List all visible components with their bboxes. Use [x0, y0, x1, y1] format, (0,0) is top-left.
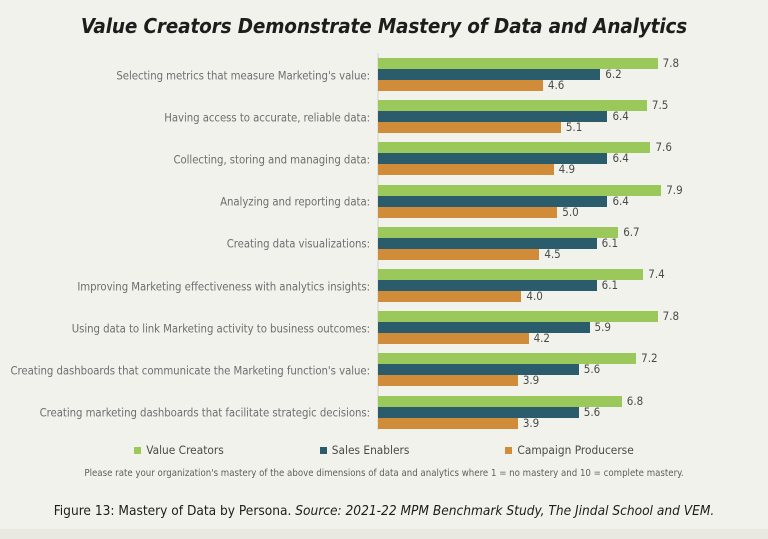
- bar-value-creators[interactable]: [378, 184, 662, 196]
- bar-value-label: 4.0: [526, 289, 543, 303]
- bar-group: Improving Marketing effectiveness with a…: [0, 264, 768, 309]
- bar-value-label: 6.4: [612, 193, 629, 208]
- bar-value-label: 4.9: [558, 162, 576, 177]
- plot-area: Selecting metrics that measure Marketing…: [0, 50, 768, 435]
- bar-value-label: 4.6: [547, 78, 565, 92]
- category-label: Analyzing and reporting data:: [220, 195, 370, 209]
- category-label: Creating data visualizations:: [226, 237, 370, 251]
- bar-campaign-producerse[interactable]: [378, 206, 558, 218]
- bar-value-label: 6.8: [626, 393, 644, 408]
- category-label: Collecting, storing and managing data:: [173, 153, 370, 167]
- bar-value-label: 7.2: [641, 351, 658, 366]
- bar-group: Selecting metrics that measure Marketing…: [0, 53, 768, 98]
- figure-caption-number: Figure 13: Mastery of Data by Persona.: [53, 503, 292, 519]
- bar-sales-enablers[interactable]: [378, 111, 608, 123]
- legend-label: Value Creators: [146, 443, 224, 457]
- bar-sales-enablers[interactable]: [378, 195, 608, 207]
- bar-campaign-producerse[interactable]: [378, 291, 522, 302]
- bar-value-label: 6.4: [612, 109, 629, 124]
- bar-value-label: 7.8: [662, 56, 680, 70]
- bar-sales-enablers[interactable]: [378, 280, 597, 291]
- bar-group: Collecting, storing and managing data: 7.…: [0, 137, 768, 182]
- figure-caption-source: Source: 2021-22 MPM Benchmark Study, The…: [295, 503, 715, 519]
- bar-value-label: 5.1: [565, 120, 583, 135]
- category-label: Improving Marketing effectiveness with a…: [77, 280, 370, 293]
- bar-value-label: 5.6: [583, 404, 601, 419]
- bar-value-label: 6.1: [601, 278, 619, 292]
- bar-group: Creating dashboards that communicate the…: [0, 348, 768, 393]
- bar-campaign-producerse[interactable]: [378, 80, 543, 91]
- bar-value-label: 6.1: [601, 235, 619, 250]
- bar-group: Using data to link Marketing activity to…: [0, 306, 768, 351]
- bar-value-label: 7.5: [651, 98, 669, 113]
- chart-annotation: Please rate your organization's mastery …: [84, 468, 684, 479]
- bar-value-label: 6.7: [623, 224, 640, 239]
- bar-value-label: 7.6: [655, 140, 672, 155]
- bar-value-label: 4.2: [533, 331, 551, 346]
- bar-value-creators[interactable]: [378, 226, 619, 238]
- legend-label: Sales Enablers: [331, 443, 410, 457]
- legend-item[interactable]: Campaign Producerse: [505, 443, 634, 457]
- figure-caption: Figure 13: Mastery of Data by Persona. S…: [0, 503, 768, 519]
- bar-value-creators[interactable]: [378, 395, 622, 407]
- bar-value-label: 7.9: [666, 182, 683, 197]
- bar-value-creators[interactable]: [378, 100, 647, 112]
- bar-value-label: 3.9: [522, 373, 540, 388]
- category-label: Using data to link Marketing activity to…: [71, 322, 370, 336]
- bar-sales-enablers[interactable]: [378, 237, 597, 249]
- bar-value-label: 5.6: [583, 362, 601, 377]
- chart-legend: Value Creators Sales Enablers Campaign Pro…: [0, 443, 768, 457]
- bar-sales-enablers[interactable]: [378, 322, 590, 334]
- bottom-strip: [0, 529, 768, 539]
- bar-sales-enablers[interactable]: [378, 69, 601, 80]
- bar-value-label: 6.2: [605, 67, 622, 81]
- bar-campaign-producerse[interactable]: [378, 417, 518, 429]
- bar-value-creators[interactable]: [378, 353, 637, 365]
- legend-swatch-icon: [134, 446, 142, 454]
- bar-value-creators[interactable]: [378, 142, 651, 154]
- bar-value-label: 4.5: [544, 246, 561, 261]
- category-label: Selecting metrics that measure Marketing…: [116, 69, 370, 82]
- chart-title: Value Creators Demonstrate Mastery of Da…: [80, 14, 688, 38]
- bar-value-creators[interactable]: [378, 311, 658, 323]
- bar-group: Creating marketing dashboards that facil…: [0, 391, 768, 436]
- bar-sales-enablers[interactable]: [378, 406, 579, 418]
- bar-value-label: 7.8: [662, 309, 680, 324]
- category-label: Having access to accurate, reliable data…: [164, 111, 370, 125]
- bar-sales-enablers[interactable]: [378, 153, 608, 165]
- bar-sales-enablers[interactable]: [378, 364, 579, 376]
- value-axis-line: [377, 53, 379, 430]
- legend-label: Campaign Producerse: [517, 443, 634, 457]
- bar-group: Creating data visualizations: 6.7 6.1 4.5: [0, 222, 768, 267]
- bar-value-label: 5.0: [562, 204, 579, 219]
- legend-swatch-icon: [319, 446, 327, 454]
- bar-group: Analyzing and reporting data: 7.9 6.4 5.0: [0, 180, 768, 225]
- category-label: Creating marketing dashboards that facil…: [39, 406, 370, 420]
- bar-value-label: 7.4: [648, 267, 665, 281]
- bar-group: Having access to accurate, reliable data…: [0, 95, 768, 140]
- category-label: Creating dashboards that communicate the…: [10, 364, 370, 378]
- bar-campaign-producerse[interactable]: [378, 333, 529, 345]
- bar-campaign-producerse[interactable]: [378, 248, 540, 260]
- bar-value-label: 6.4: [612, 151, 629, 166]
- bar-campaign-producerse[interactable]: [378, 375, 518, 387]
- legend-swatch-icon: [505, 446, 513, 454]
- bar-value-creators[interactable]: [378, 269, 644, 280]
- bar-value-label: 3.9: [522, 415, 540, 430]
- bar-campaign-producerse[interactable]: [378, 122, 561, 134]
- bar-campaign-producerse[interactable]: [378, 164, 554, 176]
- legend-item[interactable]: Sales Enablers: [319, 443, 410, 457]
- legend-item[interactable]: Value Creators: [134, 443, 224, 457]
- bar-value-creators[interactable]: [378, 58, 658, 69]
- bar-value-label: 5.9: [594, 320, 611, 335]
